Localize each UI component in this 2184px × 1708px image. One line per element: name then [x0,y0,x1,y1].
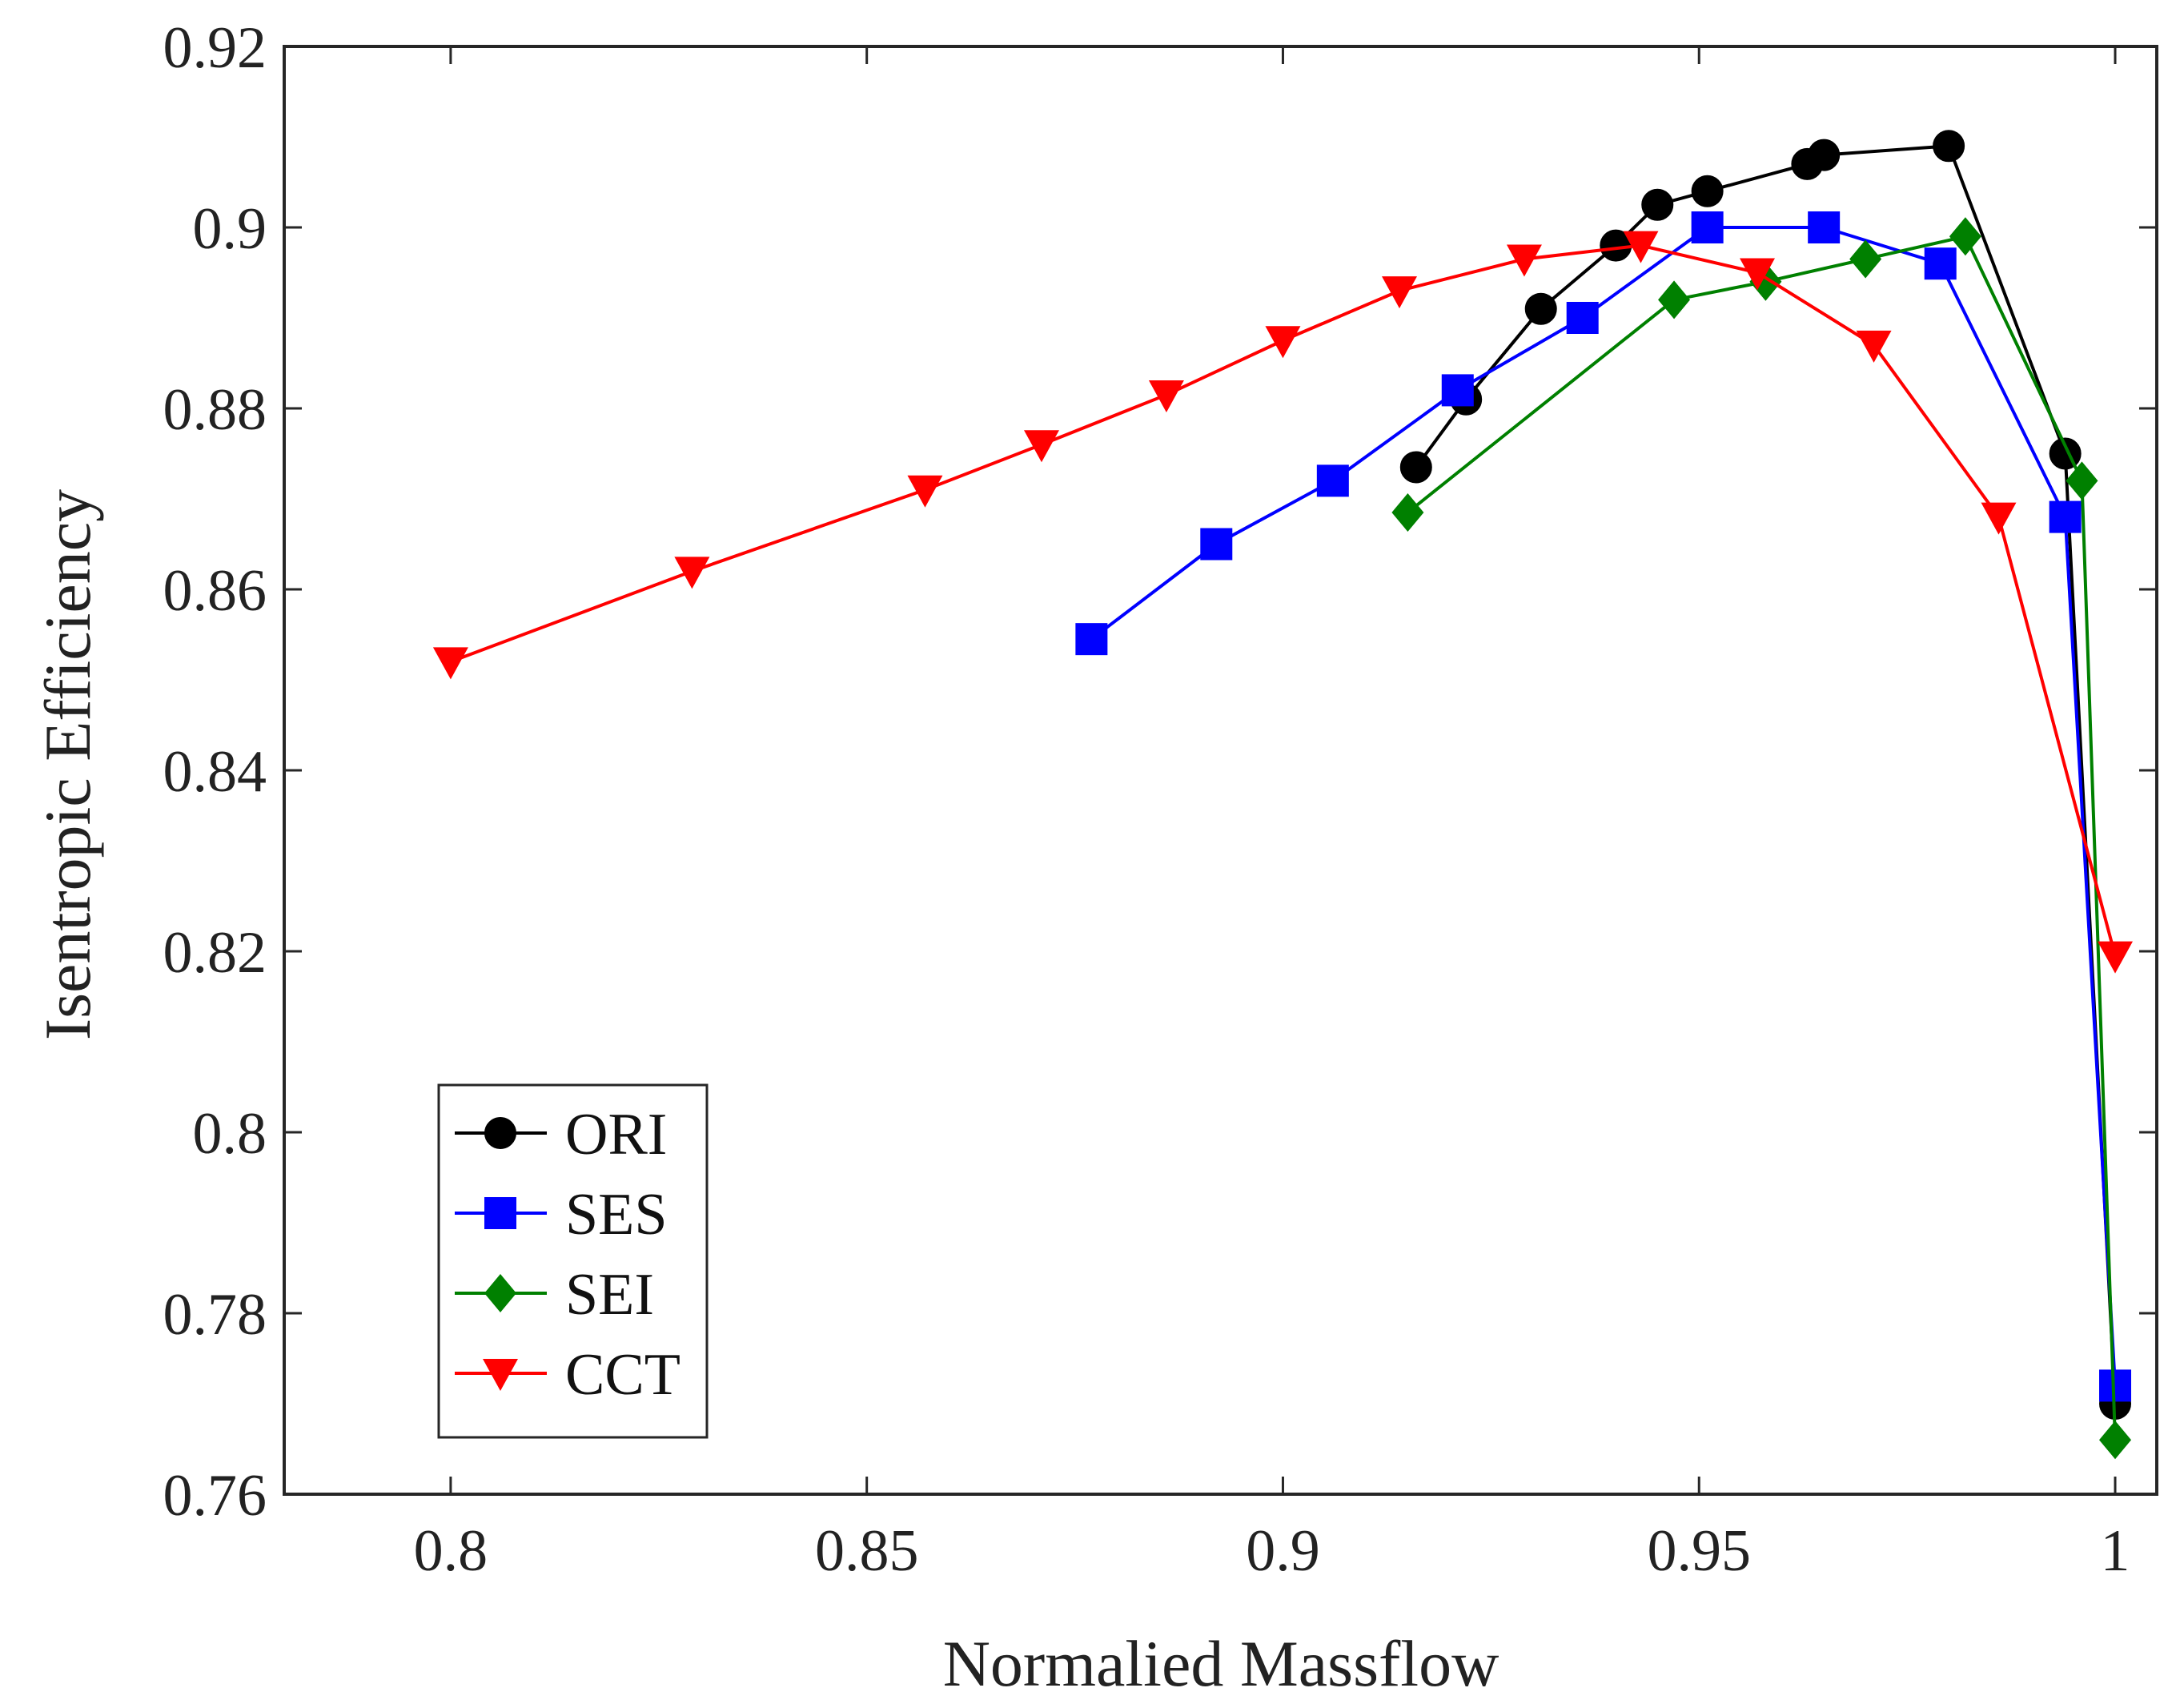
x-tick-label: 0.95 [1647,1518,1751,1584]
y-axis-title: Isentropic Efficiency [31,489,104,1040]
data-point-cct [1856,330,1892,363]
legend-marker [484,1197,516,1229]
legend-label: CCT [565,1342,680,1408]
y-tick-label: 0.82 [163,920,267,986]
y-tick-label: 0.76 [163,1463,267,1529]
data-point-ses [2049,500,2082,533]
data-point-sei [1658,280,1691,319]
data-point-ses [1691,211,1724,243]
x-axis-title: Normalied Massflow [943,1627,1499,1700]
data-point-ses [1924,247,1957,280]
data-point-ses [1316,464,1349,497]
data-point-sei [1391,492,1424,532]
data-point-sei [2099,1421,2132,1460]
data-point-cct [1265,326,1301,359]
data-point-ses [1441,374,1474,407]
x-tick-label: 1 [2101,1518,2130,1584]
data-point-ori [1691,175,1724,207]
data-point-cct [1981,502,2017,535]
legend-marker [484,1274,516,1312]
x-tick-label: 0.9 [1246,1518,1320,1584]
legend-label: ORI [565,1102,667,1167]
series-cct [432,231,2134,974]
data-point-cct [1623,231,1659,263]
series-line-ses [1090,226,2118,1386]
y-tick-label: 0.84 [163,739,267,805]
y-tick-label: 0.92 [163,15,267,81]
legend-box [437,1083,709,1439]
y-tick-label: 0.86 [163,558,267,624]
y-tick-label: 0.9 [193,196,267,262]
y-tick-label: 0.78 [163,1282,267,1348]
data-point-ses [1200,528,1233,561]
series-ori [1399,130,2132,1420]
data-point-cct [1740,258,1776,291]
x-tick-label: 0.85 [815,1518,919,1584]
data-point-cct [432,647,468,680]
series-layer [432,130,2134,1460]
data-point-cct [1148,380,1184,413]
data-point-ori [1524,292,1557,325]
data-point-cct [2098,941,2134,974]
y-tick-label: 0.8 [193,1101,267,1167]
data-point-sei [2066,461,2098,500]
legend-marker [483,1359,518,1391]
data-point-cct [907,475,943,508]
data-point-cct [1382,276,1418,309]
data-point-ses [1808,211,1841,243]
data-point-ori [1808,139,1841,171]
legend: ORI SES SEI CCT [437,1083,709,1439]
data-point-cct [1023,430,1059,463]
data-point-ori [1933,130,1965,163]
data-point-cct [674,557,710,589]
legend-marker [484,1117,516,1149]
series-sei [1391,217,2132,1460]
legend-item-cct: CCT [455,1342,680,1408]
axis-ticks: 0.8 0.85 0.9 0.95 1 0.76 0.78 0.8 0.82 0.84 0.86 0.… [163,15,2157,1584]
series-ses [1075,211,2132,1402]
data-point-sei [1849,239,1882,279]
legend-item-ori: ORI [455,1102,667,1167]
data-point-ses [1566,302,1599,334]
legend-label: SEI [565,1262,654,1328]
legend-label: SES [565,1182,668,1248]
data-point-ses [1075,623,1108,656]
y-tick-label: 0.88 [163,377,267,443]
data-point-ori [1399,451,1432,484]
data-point-cct [1506,244,1542,277]
data-point-sei [1949,217,1981,256]
data-point-ori [1641,188,1674,221]
x-tick-label: 0.8 [414,1518,488,1584]
legend-item-ses: SES [455,1182,668,1248]
legend-item-sei: SEI [455,1262,654,1328]
